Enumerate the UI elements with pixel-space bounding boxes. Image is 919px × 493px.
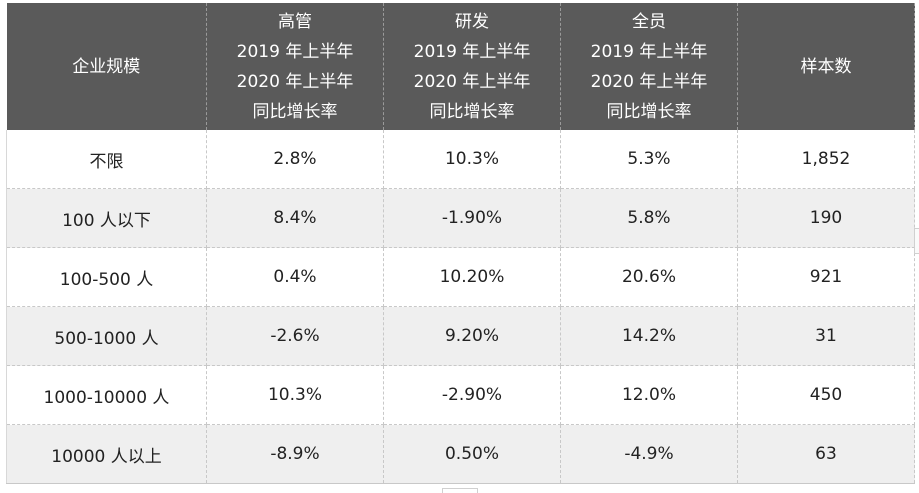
cell-company-size: 100 人以下 [6, 188, 207, 248]
table-row: 1000-10000 人 10.3% -2.90% 12.0% 450 [6, 365, 915, 425]
cell-all-staff: -4.9% [560, 424, 738, 484]
cell-sample-count: 31 [737, 306, 915, 366]
cell-all-staff: 5.8% [560, 188, 738, 248]
cell-rnd: 10.3% [383, 130, 561, 189]
header-line: 2020 年上半年 [236, 71, 354, 92]
cell-all-staff: 12.0% [560, 365, 738, 425]
header-all-staff: 全员 2019 年上半年 2020 年上半年 同比增长率 [560, 3, 738, 130]
header-line: 2020 年上半年 [413, 71, 531, 92]
cell-rnd: 9.20% [383, 306, 561, 366]
header-line: 样本数 [800, 56, 852, 77]
cell-rnd: 10.20% [383, 247, 561, 307]
cell-all-staff: 14.2% [560, 306, 738, 366]
header-line: 企业规模 [72, 56, 141, 77]
header-row: 企业规模 高管 2019 年上半年 2020 年上半年 同比增长率 研发 201… [6, 3, 915, 130]
header-line: 2020 年上半年 [590, 71, 708, 92]
table-row: 10000 人以上 -8.9% 0.50% -4.9% 63 [6, 424, 915, 484]
cell-company-size: 不限 [6, 130, 207, 189]
cell-sample-count: 63 [737, 424, 915, 484]
header-company-size: 企业规模 [6, 3, 207, 130]
right-edge-handle [914, 228, 919, 254]
header-line: 2019 年上半年 [590, 41, 708, 62]
header-line: 高管 [278, 11, 312, 32]
cell-rnd: -2.90% [383, 365, 561, 425]
cell-executives: 0.4% [206, 247, 384, 307]
cell-all-staff: 5.3% [560, 130, 738, 189]
cell-executives: 2.8% [206, 130, 384, 189]
cell-sample-count: 190 [737, 188, 915, 248]
header-executives: 高管 2019 年上半年 2020 年上半年 同比增长率 [206, 3, 384, 130]
table-header: 企业规模 高管 2019 年上半年 2020 年上半年 同比增长率 研发 201… [6, 3, 915, 130]
header-line: 同比增长率 [429, 101, 515, 122]
cell-company-size: 500-1000 人 [6, 306, 207, 366]
header-sample-count: 样本数 [737, 3, 915, 130]
growth-rate-table: 企业规模 高管 2019 年上半年 2020 年上半年 同比增长率 研发 201… [6, 3, 915, 484]
table-row: 100 人以下 8.4% -1.90% 5.8% 190 [6, 188, 915, 248]
header-line: 同比增长率 [252, 101, 338, 122]
cell-company-size: 100-500 人 [6, 247, 207, 307]
cell-rnd: 0.50% [383, 424, 561, 484]
table-row: 100-500 人 0.4% 10.20% 20.6% 921 [6, 247, 915, 307]
bottom-edge-handle [442, 488, 478, 493]
cell-company-size: 10000 人以上 [6, 424, 207, 484]
header-line: 同比增长率 [606, 101, 692, 122]
cell-all-staff: 20.6% [560, 247, 738, 307]
header-line: 2019 年上半年 [236, 41, 354, 62]
growth-rate-table-container: 企业规模 高管 2019 年上半年 2020 年上半年 同比增长率 研发 201… [6, 3, 915, 484]
header-line: 研发 [455, 11, 489, 32]
cell-company-size: 1000-10000 人 [6, 365, 207, 425]
cell-rnd: -1.90% [383, 188, 561, 248]
cell-sample-count: 921 [737, 247, 915, 307]
header-line: 2019 年上半年 [413, 41, 531, 62]
header-line: 全员 [632, 11, 666, 32]
cell-sample-count: 450 [737, 365, 915, 425]
table-row: 500-1000 人 -2.6% 9.20% 14.2% 31 [6, 306, 915, 366]
header-rnd: 研发 2019 年上半年 2020 年上半年 同比增长率 [383, 3, 561, 130]
table-row: 不限 2.8% 10.3% 5.3% 1,852 [6, 130, 915, 189]
cell-executives: -2.6% [206, 306, 384, 366]
cell-executives: -8.9% [206, 424, 384, 484]
table-body: 不限 2.8% 10.3% 5.3% 1,852 100 人以下 8.4% -1… [6, 130, 915, 484]
cell-sample-count: 1,852 [737, 130, 915, 189]
cell-executives: 8.4% [206, 188, 384, 248]
cell-executives: 10.3% [206, 365, 384, 425]
